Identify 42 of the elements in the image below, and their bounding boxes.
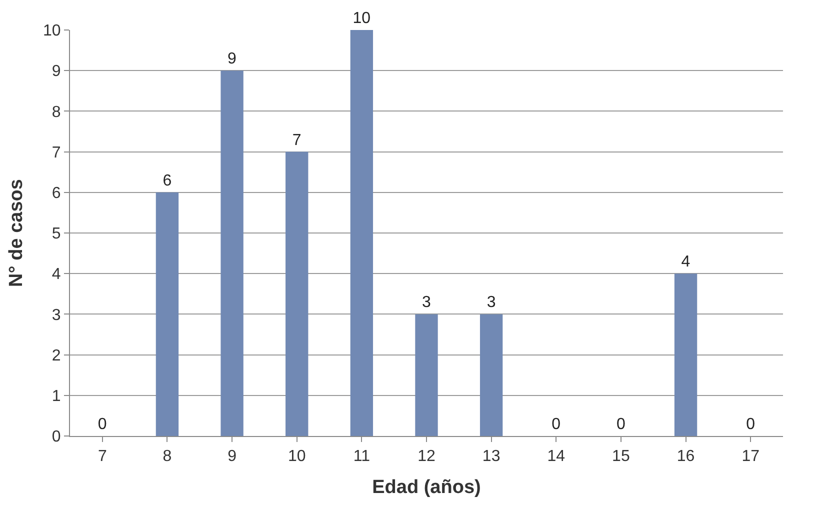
- bar: [156, 192, 179, 436]
- y-tick-label: 6: [52, 185, 61, 202]
- x-tick-label: 8: [162, 448, 172, 466]
- y-tick-label: 5: [52, 226, 61, 243]
- bar: [415, 314, 438, 436]
- data-label: 10: [352, 10, 371, 27]
- data-label: 0: [552, 416, 561, 433]
- data-label: 9: [228, 50, 237, 68]
- y-tick-label: 8: [52, 104, 61, 121]
- data-label: 6: [162, 172, 172, 190]
- y-tick-label: 7: [52, 144, 61, 162]
- x-tick-label: 11: [353, 448, 370, 466]
- y-tick-label: 1: [52, 388, 61, 405]
- data-label: 4: [681, 254, 690, 271]
- x-tick-label: 9: [228, 448, 237, 466]
- y-tick-label: 10: [43, 22, 61, 40]
- x-tick-label: 10: [288, 448, 306, 466]
- data-label: 0: [616, 416, 626, 433]
- x-tick-label: 12: [418, 448, 436, 466]
- y-tick-label: 3: [52, 306, 61, 324]
- x-axis-title: Edad (años): [372, 477, 481, 498]
- x-tick-label: 16: [676, 448, 695, 466]
- y-tick-label: 4: [52, 266, 61, 284]
- x-tick-label: 17: [742, 448, 760, 466]
- y-tick-label: 0: [52, 428, 61, 446]
- bar: [674, 274, 698, 436]
- data-label: 0: [746, 416, 756, 433]
- x-tick-label: 14: [547, 448, 566, 466]
- bar: [220, 70, 244, 436]
- y-tick-label: 2: [52, 347, 61, 364]
- x-tick-label: 7: [98, 448, 107, 466]
- x-tick-label: 13: [482, 448, 500, 466]
- data-label: 3: [422, 294, 431, 312]
- data-label: 7: [292, 132, 302, 149]
- data-label: 3: [486, 294, 496, 312]
- x-tick-label: 15: [612, 448, 630, 466]
- bar: [286, 152, 308, 436]
- bar: [350, 30, 374, 436]
- y-axis-title: N° de casos: [6, 179, 27, 287]
- y-tick-label: 9: [52, 63, 61, 80]
- bar: [480, 314, 503, 436]
- data-label: 0: [98, 416, 107, 433]
